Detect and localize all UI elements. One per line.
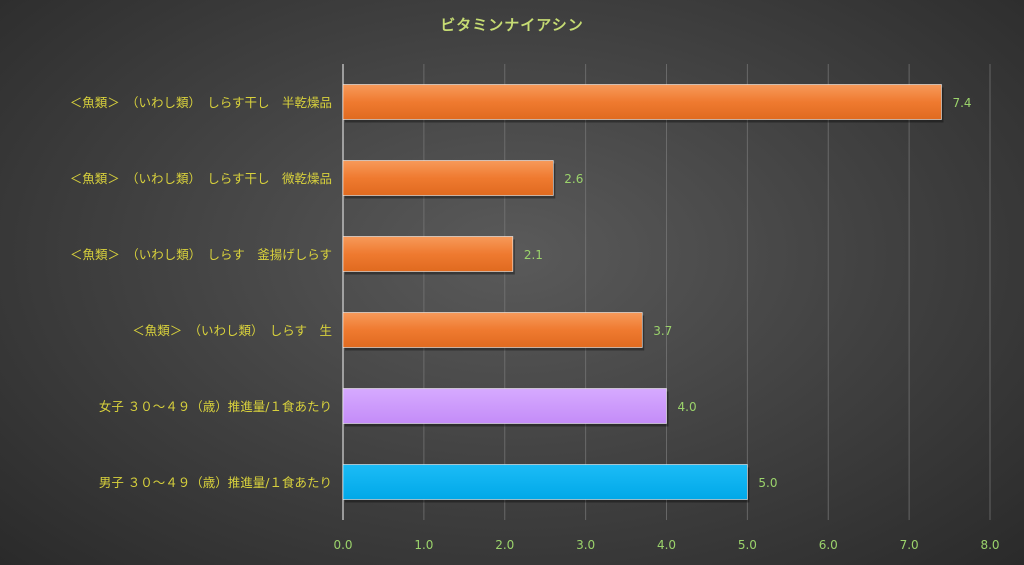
x-tick-label: 2.0 bbox=[495, 538, 514, 552]
x-tick-label: 1.0 bbox=[414, 538, 433, 552]
category-label: 男子 ３０～４９（歳）推進量/１食あたり bbox=[99, 475, 332, 490]
chart-title: ビタミンナイアシン bbox=[440, 16, 584, 34]
x-tick-label: 3.0 bbox=[576, 538, 595, 552]
x-tick-label: 5.0 bbox=[738, 538, 757, 552]
data-label: 3.7 bbox=[653, 324, 672, 338]
bar bbox=[342, 160, 554, 196]
data-label: 2.1 bbox=[524, 248, 543, 262]
category-label: ＜魚類＞ （いわし類） しらす 釜揚げしらす bbox=[70, 247, 332, 262]
x-tick-label: 7.0 bbox=[900, 538, 919, 552]
bar bbox=[342, 236, 514, 272]
data-label: 5.0 bbox=[758, 476, 777, 490]
x-tick-label: 8.0 bbox=[980, 538, 999, 552]
bar bbox=[342, 464, 748, 500]
data-label: 4.0 bbox=[678, 400, 697, 414]
category-label: ＜魚類＞ （いわし類） しらす干し 微乾燥品 bbox=[70, 171, 332, 186]
data-label: 7.4 bbox=[952, 96, 971, 110]
category-label: ＜魚類＞ （いわし類） しらす干し 半乾燥品 bbox=[70, 95, 332, 110]
x-tick-label: 4.0 bbox=[657, 538, 676, 552]
bar bbox=[342, 84, 942, 120]
x-tick-label: 0.0 bbox=[333, 538, 352, 552]
category-label: ＜魚類＞ （いわし類） しらす 生 bbox=[132, 323, 332, 338]
category-label: 女子 ３０～４９（歳）推進量/１食あたり bbox=[99, 399, 332, 414]
bar bbox=[342, 388, 667, 424]
x-tick-label: 6.0 bbox=[819, 538, 838, 552]
bar bbox=[342, 312, 643, 348]
data-label: 2.6 bbox=[564, 172, 583, 186]
